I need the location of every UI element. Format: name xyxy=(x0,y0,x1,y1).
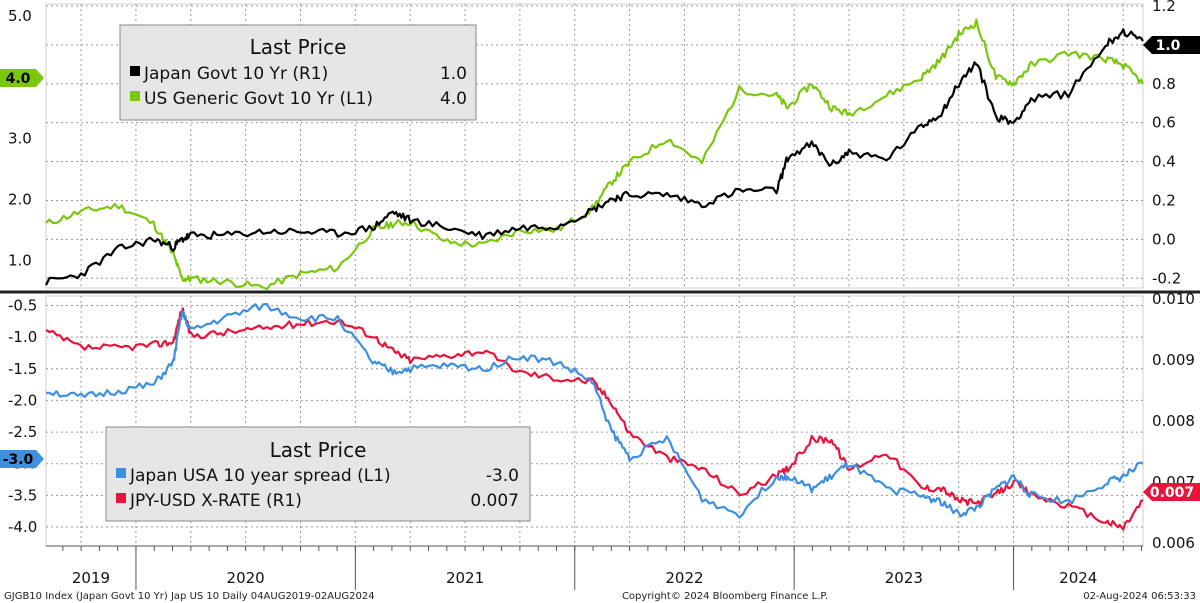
bottom-legend-title: Last Price xyxy=(270,438,367,462)
footer-copyright: Copyright© 2024 Bloomberg Finance L.P. xyxy=(622,591,828,602)
top-left-axis: 1.0 2.0 3.0 4.0 5.0 xyxy=(8,7,32,269)
legend-swatch-spread xyxy=(116,468,126,478)
bottom-legend: Last Price Japan USA 10 year spread (L1)… xyxy=(105,426,531,522)
legend-swatch-japan xyxy=(130,66,140,76)
svg-text:0.007: 0.007 xyxy=(1150,485,1194,501)
top-left-tick-1: 2.0 xyxy=(8,190,32,208)
x-axis: 2019 2020 2021 2022 2023 2024 xyxy=(46,545,1143,590)
legend-label-us: US Generic Govt 10 Yr (L1) xyxy=(144,89,373,109)
badge-japan-right: 1.0 xyxy=(1143,36,1200,54)
bottom-left-tick-3: -2.0 xyxy=(8,391,37,409)
top-right-tick-0: -0.2 xyxy=(1152,269,1181,287)
top-legend: Last Price Japan Govt 10 Yr (R1) 1.0 US … xyxy=(119,24,477,121)
top-right-tick-5: 0.8 xyxy=(1152,75,1176,93)
legend-value-japan: 1.0 xyxy=(440,64,467,84)
top-right-tick-7: 1.2 xyxy=(1152,0,1176,15)
bottom-left-tick-6: -3.5 xyxy=(8,486,37,504)
bottom-right-axis: 0.010 0.009 0.008 0.007 0.006 xyxy=(1152,290,1195,552)
badge-fx-right: 0.007 xyxy=(1143,483,1200,501)
year-label-2021: 2021 xyxy=(446,569,484,587)
badge-spread-left: -3.0 xyxy=(0,450,44,468)
year-label-2023: 2023 xyxy=(885,569,923,587)
top-left-tick-0: 1.0 xyxy=(8,252,32,270)
top-panel-frame xyxy=(45,3,1144,289)
top-legend-title: Last Price xyxy=(250,35,347,59)
bottom-right-tick-2: 0.008 xyxy=(1152,412,1195,430)
footer-source: GJGB10 Index (Japan Govt 10 Yr) Jap US 1… xyxy=(4,591,375,602)
year-label-2022: 2022 xyxy=(665,569,703,587)
legend-label-japan: Japan Govt 10 Yr (R1) xyxy=(143,64,328,84)
bottom-panel-gridlines xyxy=(46,296,1143,546)
bottom-left-tick-4: -2.5 xyxy=(8,423,37,441)
top-left-tick-4: 5.0 xyxy=(8,7,32,25)
top-right-tick-4: 0.6 xyxy=(1152,114,1176,132)
svg-text:-3.0: -3.0 xyxy=(3,452,34,468)
badge-us-left: 4.0 xyxy=(0,69,44,87)
bottom-left-tick-2: -1.5 xyxy=(8,360,37,378)
top-panel-gridlines xyxy=(46,4,1143,288)
legend-swatch-fx xyxy=(116,493,126,503)
bottom-right-tick-1: 0.009 xyxy=(1152,351,1195,369)
top-right-tick-1: 0.0 xyxy=(1152,230,1176,248)
japan-govt-10yr-line xyxy=(45,28,1144,286)
legend-swatch-us xyxy=(130,91,140,101)
svg-text:4.0: 4.0 xyxy=(6,71,31,87)
bottom-left-tick-1: -1.0 xyxy=(8,328,37,346)
legend-value-fx: 0.007 xyxy=(470,491,519,511)
bottom-right-tick-4: 0.006 xyxy=(1152,534,1195,552)
japan-usa-spread-line xyxy=(45,302,1144,519)
legend-label-fx: JPY-USD X-RATE (R1) xyxy=(129,491,302,511)
bottom-right-tick-0: 0.010 xyxy=(1152,290,1195,308)
legend-value-us: 4.0 xyxy=(440,89,467,109)
bottom-left-tick-7: -4.0 xyxy=(8,518,37,536)
us-govt-10yr-line xyxy=(45,18,1144,291)
legend-value-spread: -3.0 xyxy=(486,466,519,486)
top-right-tick-2: 0.2 xyxy=(1152,191,1176,209)
year-label-2019: 2019 xyxy=(72,569,110,587)
bottom-left-tick-0: -0.5 xyxy=(8,296,37,314)
top-right-tick-3: 0.4 xyxy=(1152,153,1176,171)
svg-text:1.0: 1.0 xyxy=(1156,38,1181,54)
footer-timestamp: 02-Aug-2024 06:53:33 xyxy=(1083,591,1196,602)
year-label-2024: 2024 xyxy=(1059,569,1097,587)
top-left-tick-2: 3.0 xyxy=(8,129,32,147)
legend-label-spread: Japan USA 10 year spread (L1) xyxy=(129,466,391,486)
year-label-2020: 2020 xyxy=(227,569,265,587)
